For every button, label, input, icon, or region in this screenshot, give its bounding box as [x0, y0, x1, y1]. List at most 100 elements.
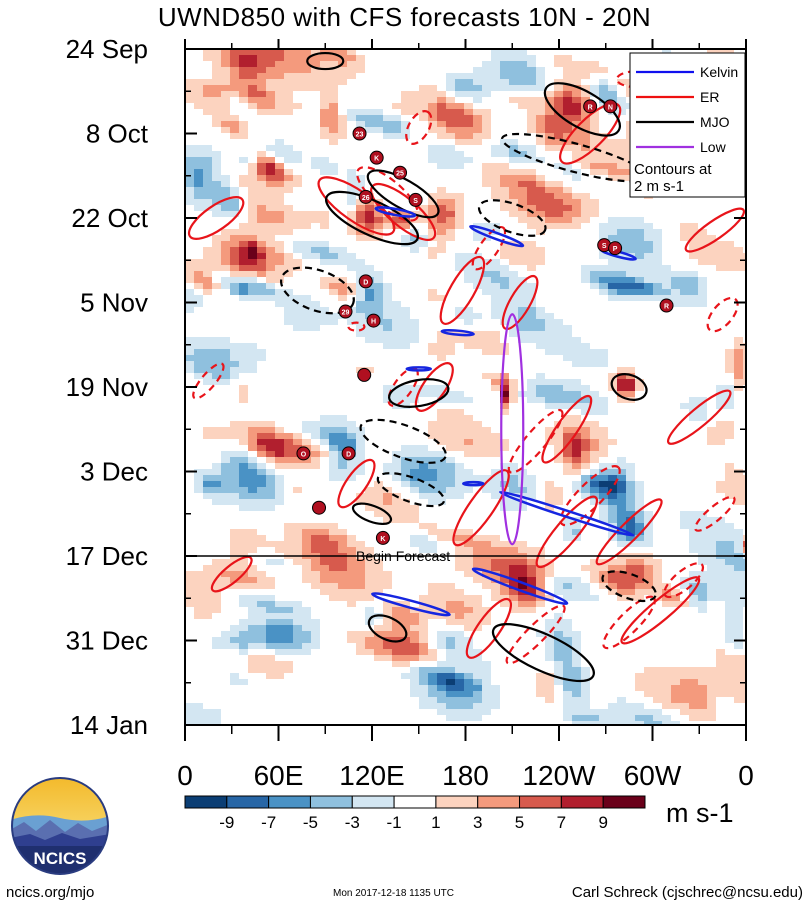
- field-cell: [383, 445, 393, 452]
- field-cell: [464, 559, 474, 566]
- field-cell: [383, 103, 393, 110]
- field-cell: [419, 541, 429, 548]
- field-cell: [491, 547, 501, 554]
- field-cell: [554, 685, 564, 692]
- field-cell: [293, 73, 303, 80]
- field-cell: [581, 169, 591, 176]
- field-cell: [347, 67, 357, 74]
- field-cell: [419, 427, 429, 434]
- field-cell: [320, 313, 330, 320]
- field-cell: [563, 367, 573, 374]
- field-cell: [212, 517, 222, 524]
- field-cell: [266, 721, 276, 725]
- field-cell: [347, 163, 357, 170]
- field-cell: [392, 229, 402, 236]
- field-cell: [545, 565, 555, 572]
- field-cell: [374, 487, 384, 494]
- field-cell: [302, 121, 312, 128]
- field-cell: [365, 259, 375, 266]
- field-cell: [473, 349, 483, 356]
- field-cell: [374, 643, 384, 650]
- field-cell: [554, 61, 564, 68]
- field-cell: [455, 703, 465, 710]
- field-cell: [257, 439, 267, 446]
- field-cell: [536, 313, 546, 320]
- field-cell: [563, 385, 573, 392]
- field-cell: [446, 91, 456, 98]
- field-cell: [464, 175, 474, 182]
- field-cell: [275, 337, 285, 344]
- field-cell: [248, 283, 258, 290]
- field-cell: [194, 91, 204, 98]
- field-cell: [275, 55, 285, 62]
- field-cell: [185, 421, 195, 428]
- field-cell: [473, 355, 483, 362]
- field-cell: [230, 79, 240, 86]
- field-cell: [203, 127, 213, 134]
- field-cell: [257, 91, 267, 98]
- field-cell: [491, 589, 501, 596]
- field-cell: [392, 655, 402, 662]
- field-cell: [284, 505, 294, 512]
- field-cell: [563, 463, 573, 470]
- field-cell: [221, 631, 231, 638]
- field-cell: [266, 349, 276, 356]
- field-cell: [275, 307, 285, 314]
- field-cell: [473, 541, 483, 548]
- field-cell: [185, 91, 195, 98]
- field-cell: [185, 109, 195, 116]
- field-cell: [194, 529, 204, 536]
- field-cell: [356, 349, 366, 356]
- field-cell: [194, 673, 204, 680]
- field-cell: [527, 595, 537, 602]
- field-cell: [194, 589, 204, 596]
- field-cell: [194, 343, 204, 350]
- field-cell: [446, 541, 456, 548]
- field-cell: [293, 55, 303, 62]
- field-cell: [428, 409, 438, 416]
- field-cell: [248, 97, 258, 104]
- field-cell: [257, 283, 267, 290]
- field-cell: [437, 85, 447, 92]
- field-cell: [491, 343, 501, 350]
- field-cell: [338, 691, 348, 698]
- field-cell: [428, 493, 438, 500]
- field-cell: [527, 193, 537, 200]
- field-cell: [545, 379, 555, 386]
- field-cell: [482, 613, 492, 620]
- field-cell: [437, 73, 447, 80]
- field-cell: [257, 307, 267, 314]
- field-cell: [257, 535, 267, 542]
- field-cell: [194, 145, 204, 152]
- field-cell: [500, 175, 510, 182]
- field-cell: [563, 259, 573, 266]
- field-cell: [257, 277, 267, 284]
- field-cell: [455, 265, 465, 272]
- field-cell: [347, 547, 357, 554]
- field-cell: [437, 67, 447, 74]
- field-cell: [491, 367, 501, 374]
- field-cell: [563, 421, 573, 428]
- field-cell: [248, 499, 258, 506]
- field-cell: [491, 355, 501, 362]
- field-cell: [473, 577, 483, 584]
- field-cell: [320, 601, 330, 608]
- field-cell: [248, 361, 258, 368]
- field-cell: [509, 493, 519, 500]
- field-cell: [473, 205, 483, 212]
- field-cell: [275, 241, 285, 248]
- field-cell: [536, 247, 546, 254]
- field-cell: [185, 661, 195, 668]
- field-cell: [212, 49, 222, 56]
- field-cell: [473, 589, 483, 596]
- field-cell: [185, 133, 195, 140]
- field-cell: [509, 139, 519, 146]
- field-cell: [275, 541, 285, 548]
- field-cell: [221, 391, 231, 398]
- field-cell: [230, 583, 240, 590]
- field-cell: [221, 289, 231, 296]
- field-cell: [554, 655, 564, 662]
- field-cell: [194, 715, 204, 722]
- field-cell: [374, 463, 384, 470]
- field-cell: [302, 661, 312, 668]
